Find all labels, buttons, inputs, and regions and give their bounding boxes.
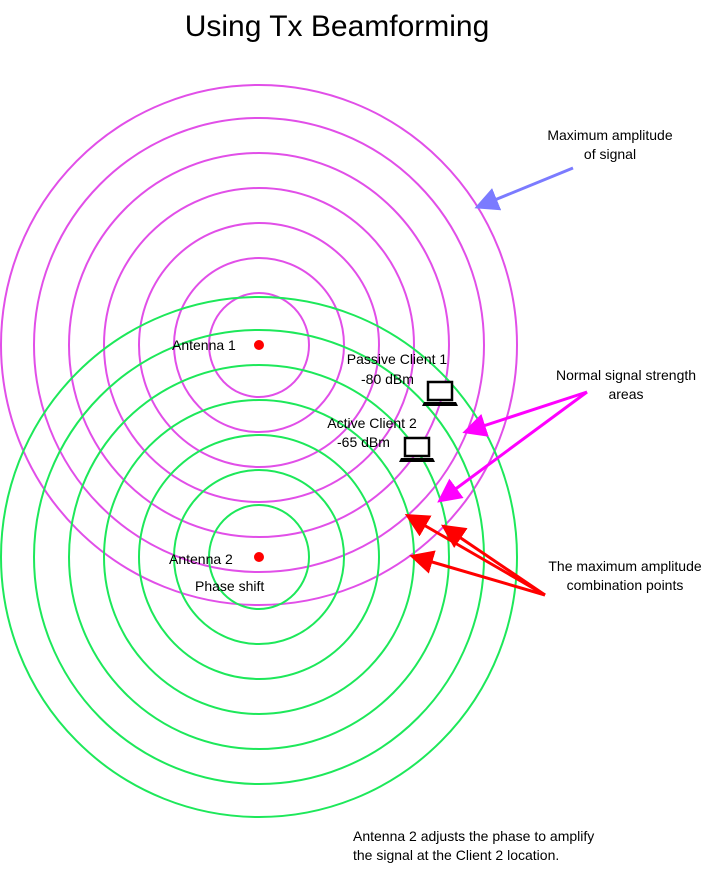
page-title: Using Tx Beamforming xyxy=(184,10,490,43)
wave-ring xyxy=(0,84,518,606)
label-line: Normal signal strength xyxy=(555,367,697,383)
label-line: areas xyxy=(608,386,644,402)
normal-area-arrow xyxy=(462,390,588,437)
passive-client-dbm: -80 dBm xyxy=(361,371,414,387)
wave-ring xyxy=(103,187,415,503)
antenna-1-waves xyxy=(0,84,518,606)
wave-ring xyxy=(138,222,380,468)
label-line: of signal xyxy=(583,146,637,162)
max-amplitude-arrow xyxy=(474,166,574,211)
label-line: Maximum amplitude xyxy=(547,127,673,143)
combination-arrow xyxy=(404,513,546,597)
laptop-icon xyxy=(422,380,458,406)
antenna-1-dot xyxy=(254,340,264,350)
wave-ring xyxy=(33,117,485,573)
laptop-icon xyxy=(399,436,435,462)
active-client-dbm: -65 dBm xyxy=(337,434,390,450)
antenna-2-label: Antenna 2 xyxy=(169,551,233,567)
wave-ring xyxy=(208,292,310,398)
antenna-2-dot xyxy=(254,552,264,562)
max-amplitude-label: Maximum amplitude of signal xyxy=(530,126,690,164)
label-line: The maximum amplitude xyxy=(548,558,702,574)
normal-strength-label: Normal signal strength areas xyxy=(536,366,716,404)
footnote: Antenna 2 adjusts the phase to amplify th… xyxy=(353,827,594,865)
combination-arrow xyxy=(441,524,546,597)
antenna-1-label: Antenna 1 xyxy=(172,337,236,353)
wave-ring xyxy=(68,152,450,538)
label-line: combination points xyxy=(566,577,684,593)
phase-shift-label: Phase shift xyxy=(195,578,265,594)
wave-ring xyxy=(138,434,380,680)
combination-arrow xyxy=(409,550,546,597)
label-line: Antenna 2 adjusts the phase to amplify xyxy=(353,828,595,844)
normal-area-arrow xyxy=(437,390,588,503)
wave-ring xyxy=(33,329,485,785)
passive-client-label: Passive Client 1 xyxy=(346,351,448,367)
wave-ring xyxy=(208,504,310,610)
active-client-label: Active Client 2 xyxy=(327,415,417,431)
wave-ring xyxy=(173,469,345,645)
wave-ring xyxy=(173,257,345,433)
combination-points-label: The maximum amplitude combination points xyxy=(530,557,720,595)
wave-ring xyxy=(0,296,518,818)
wave-ring xyxy=(68,364,450,750)
label-line: the signal at the Client 2 location. xyxy=(353,847,560,863)
